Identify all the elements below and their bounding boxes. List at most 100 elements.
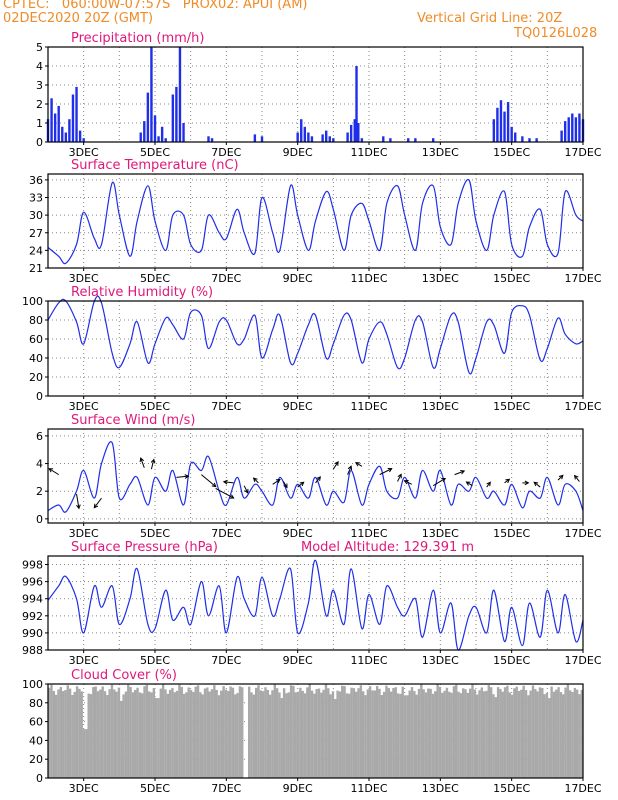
wind-arrow bbox=[454, 469, 466, 476]
precip-bar bbox=[210, 138, 214, 142]
series-line-3 bbox=[47, 441, 584, 513]
x-tick-label: 5DEC bbox=[140, 146, 170, 159]
precip-bar bbox=[574, 117, 578, 142]
cloud-bar bbox=[552, 691, 556, 778]
cloud-bar bbox=[166, 693, 169, 778]
cloud-bar bbox=[236, 693, 239, 778]
cloud-bar bbox=[315, 689, 318, 778]
cloud-bar bbox=[224, 689, 228, 778]
x-tick-label: 15DEC bbox=[493, 272, 530, 285]
cloud-bar bbox=[413, 691, 416, 778]
x-tick-label: 5DEC bbox=[140, 272, 170, 285]
cloud-bar bbox=[508, 692, 511, 778]
cloud-bar bbox=[471, 684, 474, 778]
cloud-bar bbox=[357, 688, 360, 778]
cloud-bar bbox=[250, 692, 253, 778]
y-tick-label: 100 bbox=[22, 678, 43, 691]
precip-bar bbox=[414, 138, 417, 142]
cloud-bar bbox=[473, 689, 477, 778]
series-line-4 bbox=[47, 559, 584, 651]
y-tick-label: 0 bbox=[36, 390, 43, 403]
precip-bar bbox=[253, 134, 257, 142]
cloud-bar bbox=[50, 684, 53, 778]
cloud-bar bbox=[389, 691, 393, 778]
cloud-bar bbox=[47, 687, 51, 778]
cloud-bar bbox=[527, 695, 530, 778]
panel-5: Cloud Cover (%) 0 20 40 60 80 100 3DEC 5DEC 7DEC 9… bbox=[22, 668, 602, 795]
cloud-bar bbox=[341, 685, 344, 778]
cloud-bar bbox=[164, 689, 167, 778]
x-tick-label: 3DEC bbox=[69, 272, 99, 285]
precip-bar bbox=[146, 92, 150, 142]
cloud-bar bbox=[194, 686, 197, 778]
cloud-bar bbox=[134, 689, 137, 778]
cloud-bar bbox=[562, 694, 565, 778]
cloud-bar bbox=[327, 688, 330, 778]
cloud-bar bbox=[145, 684, 149, 778]
y-tick-label: 994 bbox=[22, 593, 43, 606]
cloud-bar bbox=[485, 690, 488, 778]
cloud-bar bbox=[306, 687, 309, 778]
cloud-bar bbox=[541, 687, 544, 778]
cloud-bar bbox=[189, 689, 193, 778]
panel-title-1: Surface Temperature (nC) bbox=[71, 158, 239, 173]
cloud-bar bbox=[378, 688, 381, 778]
cloud-bar bbox=[489, 687, 493, 778]
cloud-bar bbox=[401, 686, 404, 778]
cloud-bar bbox=[545, 692, 549, 778]
y-tick-label: 80 bbox=[29, 314, 43, 327]
cloud-bar bbox=[141, 693, 144, 778]
cloud-bar bbox=[234, 694, 237, 778]
cloud-bar bbox=[96, 691, 100, 778]
x-tick-label: 11DEC bbox=[350, 527, 387, 540]
series-line-1 bbox=[47, 179, 584, 265]
precip-bar bbox=[321, 134, 324, 142]
cloud-bar bbox=[103, 691, 107, 778]
x-tick-label: 3DEC bbox=[69, 527, 99, 540]
cloud-bar bbox=[106, 695, 109, 778]
precip-bar bbox=[207, 136, 210, 142]
wind-arrow bbox=[76, 493, 81, 510]
panel-frame bbox=[47, 300, 584, 397]
cloud-bar bbox=[122, 694, 125, 778]
cloud-bar bbox=[292, 685, 295, 778]
panel-0: Precipitation (mm/h) 0 1 2 3 4 5 3DEC 5DEC 7DEC 9D… bbox=[36, 31, 602, 159]
cloud-bar bbox=[534, 689, 537, 778]
cloud-bar bbox=[580, 689, 584, 778]
cloud-bar bbox=[213, 685, 216, 778]
y-tick-label: 0 bbox=[36, 772, 43, 785]
precip-bar bbox=[571, 113, 574, 142]
cloud-bar bbox=[241, 687, 244, 778]
y-tick-label: 20 bbox=[29, 753, 43, 766]
x-tick-label: 11DEC bbox=[350, 146, 387, 159]
wind-arrow bbox=[201, 474, 217, 488]
cloud-bar bbox=[524, 690, 528, 778]
cloud-bar bbox=[108, 689, 111, 778]
cloud-bar bbox=[441, 692, 444, 778]
y-tick-label: 33 bbox=[29, 192, 43, 205]
cloud-bar bbox=[538, 687, 542, 778]
y-tick-label: 80 bbox=[29, 697, 43, 710]
precip-bar bbox=[357, 123, 360, 142]
cloud-bar bbox=[331, 691, 335, 778]
precip-bar bbox=[432, 138, 435, 142]
cloud-bar bbox=[178, 684, 181, 778]
cloud-bar bbox=[575, 689, 579, 778]
x-tick-label: 7DEC bbox=[211, 782, 241, 795]
cloud-bar bbox=[448, 691, 451, 778]
cloud-bar bbox=[110, 684, 114, 778]
x-tick-label: 17DEC bbox=[564, 400, 601, 413]
x-tick-label: 13DEC bbox=[422, 654, 459, 667]
precip-bar bbox=[332, 138, 335, 142]
y-tick-label: 24 bbox=[29, 244, 43, 257]
cloud-bar bbox=[71, 694, 74, 778]
series-line-2 bbox=[47, 295, 584, 375]
cloud-bar bbox=[434, 691, 437, 778]
cloud-bar bbox=[345, 693, 349, 778]
x-tick-label: 17DEC bbox=[564, 272, 601, 285]
wind-arrow bbox=[243, 485, 249, 494]
y-tick-label: 998 bbox=[22, 559, 43, 572]
precip-bar bbox=[82, 138, 85, 142]
cloud-bar bbox=[287, 692, 290, 778]
wind-arrow bbox=[272, 478, 281, 485]
